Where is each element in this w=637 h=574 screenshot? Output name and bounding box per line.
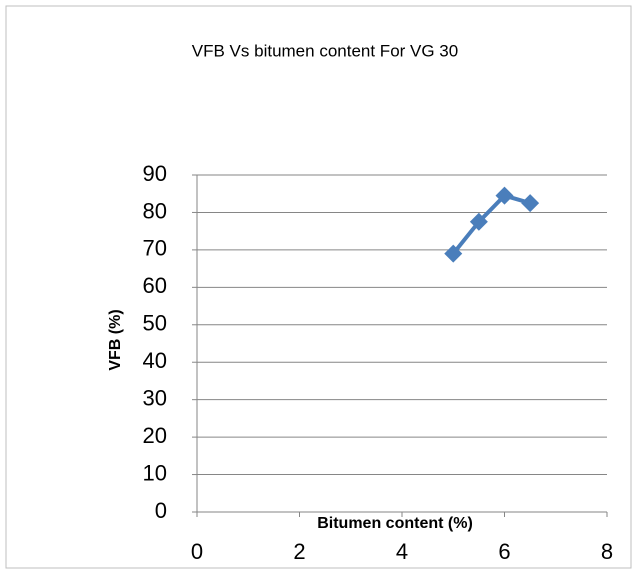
y-tick-label: 80 — [143, 198, 167, 223]
x-axis-label: Bitumen content (%) — [317, 515, 473, 532]
chart-title: VFB Vs bitumen content For VG 30 — [192, 41, 458, 60]
x-tick-label: 2 — [293, 539, 305, 564]
y-tick-label: 30 — [143, 385, 167, 410]
data-point — [521, 194, 540, 213]
y-tick-label: 90 — [143, 161, 167, 186]
data-point — [495, 186, 514, 205]
y-axis-label: VFB (%) — [107, 309, 124, 370]
data-point — [469, 212, 488, 231]
series-line — [451, 193, 531, 255]
x-tick-label: 6 — [498, 539, 510, 564]
data-point — [444, 244, 463, 263]
y-tick-label: 10 — [143, 460, 167, 485]
x-tick-label: 8 — [601, 539, 613, 564]
y-tick-label: 0 — [155, 498, 167, 523]
y-tick-label: 60 — [143, 273, 167, 298]
y-tick-label: 20 — [143, 423, 167, 448]
y-tick-label: 40 — [143, 348, 167, 373]
x-tick-label: 4 — [396, 539, 408, 564]
y-tick-label: 50 — [143, 311, 167, 336]
x-tick-label: 0 — [191, 539, 203, 564]
y-tick-label: 70 — [143, 236, 167, 261]
